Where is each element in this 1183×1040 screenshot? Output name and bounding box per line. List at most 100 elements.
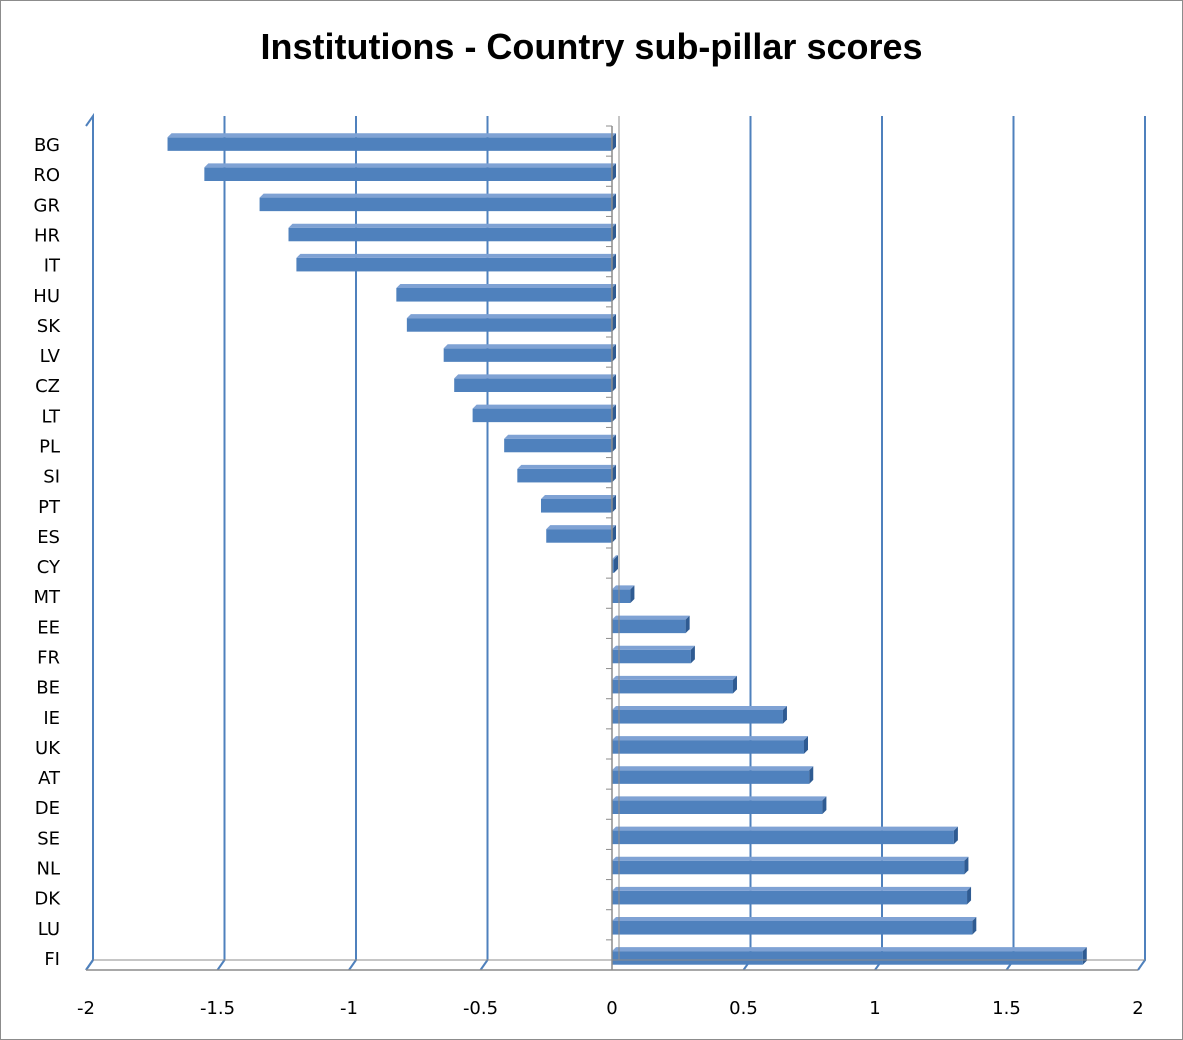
bar-side [612, 495, 616, 513]
bar-side [612, 434, 616, 453]
bar-front [612, 649, 691, 664]
bar-front [612, 800, 823, 814]
bar [612, 615, 690, 634]
bar-top [612, 826, 958, 831]
bar-top [612, 615, 690, 620]
bar [612, 675, 737, 694]
bar-side [612, 163, 616, 181]
y-tick-label: FR [37, 648, 60, 669]
bar-top [612, 766, 814, 771]
bar-front [406, 318, 612, 332]
bar [612, 645, 695, 664]
y-tick-label: LT [41, 406, 61, 427]
bar-front [612, 740, 804, 754]
bar [443, 344, 616, 362]
y-tick-label: IT [44, 256, 61, 277]
bar [472, 404, 616, 423]
gridline [1137, 116, 1146, 971]
gridline [1005, 116, 1015, 971]
bar [612, 886, 972, 905]
bar-front [259, 197, 612, 212]
y-tick-label: MT [33, 587, 61, 608]
y-tick-label: PL [39, 437, 60, 458]
y-tick-label: HR [34, 226, 60, 247]
bar-front [504, 438, 612, 453]
bar-top [167, 133, 616, 138]
bar-front [288, 227, 612, 242]
y-tick-label: AT [38, 768, 61, 789]
bar-front [472, 408, 612, 423]
gridline [85, 116, 94, 971]
bar-side [685, 615, 690, 634]
bar-front [540, 499, 612, 513]
x-tick-label: 1.5 [992, 998, 1021, 1019]
bar-front [296, 257, 612, 272]
bar-top [204, 163, 616, 168]
bar-front [204, 167, 612, 181]
bar [406, 314, 616, 332]
bar [612, 947, 1087, 965]
y-tick-label: SE [37, 828, 60, 849]
bar-front [612, 890, 968, 905]
y-tick-label: RO [33, 165, 60, 186]
y-tick-label: BG [34, 135, 60, 156]
bar [612, 796, 827, 814]
bar-top [288, 223, 616, 228]
x-tick-label: 0 [606, 998, 617, 1019]
bar [612, 766, 814, 784]
bar-side [612, 253, 616, 272]
y-tick-label: EE [37, 617, 60, 638]
y-tick-label: CY [37, 557, 61, 578]
bar-front [612, 860, 965, 875]
bar-top [504, 434, 616, 439]
x-tick-label: -0.5 [463, 998, 498, 1019]
bar [517, 464, 616, 483]
bar-side [612, 464, 616, 483]
bar-side [612, 133, 616, 151]
y-tick-label: PT [38, 497, 61, 518]
bar-front [612, 589, 631, 603]
bar-side [630, 585, 635, 603]
bars [167, 133, 1087, 965]
bar-side [690, 645, 695, 664]
bar [612, 585, 635, 603]
y-tick-label: NL [37, 859, 61, 880]
bar-top [612, 886, 972, 891]
bar-top [612, 645, 695, 650]
bar-front [612, 559, 614, 573]
bar-top [443, 344, 616, 349]
bar [612, 856, 969, 875]
bar-side [782, 706, 787, 724]
y-tick-label: HU [33, 286, 60, 307]
bar-top [517, 464, 616, 469]
x-tick-label: -1 [340, 998, 358, 1019]
bar [612, 917, 977, 935]
bar-side [612, 284, 616, 302]
bar-top [612, 555, 618, 560]
x-tick-label: 0.5 [729, 998, 758, 1019]
y-tick-label: SI [43, 467, 60, 488]
x-tick-label: 1 [869, 998, 880, 1019]
bar [504, 434, 616, 453]
x-tick-label: 2 [1132, 998, 1143, 1019]
bar [612, 555, 618, 573]
bar [546, 525, 616, 543]
y-tick-label: CZ [35, 376, 60, 397]
bar-side [732, 675, 737, 694]
plot-walls [85, 112, 94, 971]
bar-front [454, 378, 612, 392]
bar [288, 223, 616, 242]
bar-front [167, 137, 612, 151]
bar-top [612, 917, 977, 922]
bar-top [612, 856, 969, 861]
bar-side [614, 555, 618, 573]
bar-side [612, 193, 616, 212]
bar-top [612, 796, 827, 801]
bar [167, 133, 616, 151]
y-tick-labels: BG RO GR HR IT HU SK LV CZ LT PL SI PT ES CY MT EE FR BE IE… [33, 135, 61, 970]
bar-top [540, 495, 616, 500]
bar-top [612, 675, 737, 680]
bar-front [612, 830, 954, 845]
bar-top [612, 736, 808, 741]
bar-side [809, 766, 814, 784]
